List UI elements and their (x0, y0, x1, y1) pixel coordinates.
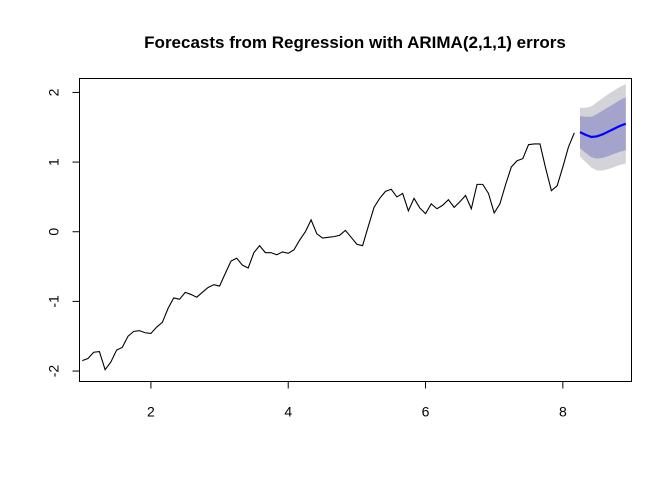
y-tick-label: -2 (46, 365, 62, 378)
x-tick-label: 4 (284, 404, 292, 420)
y-axis: -2 -1 0 1 2 (46, 88, 80, 377)
interval-80-band (580, 97, 626, 159)
chart-title: Forecasts from Regression with ARIMA(2,1… (144, 33, 566, 52)
forecast-mean-line (579, 122, 627, 139)
x-tick-label: 6 (422, 404, 430, 420)
x-tick-label: 2 (147, 404, 155, 420)
plot-area (82, 84, 627, 371)
observed-line (82, 132, 575, 371)
plot-frame (79, 78, 632, 382)
y-tick-label: 0 (46, 228, 62, 236)
forecast-series (579, 122, 627, 139)
y-tick-label: 2 (46, 88, 62, 96)
x-axis: 2 4 6 8 (147, 381, 567, 420)
x-tick-label: 8 (559, 404, 567, 420)
interval-80-area (580, 97, 626, 159)
y-tick-label: -1 (46, 295, 62, 308)
observed-series (82, 132, 575, 371)
y-tick-label: 1 (46, 158, 62, 166)
